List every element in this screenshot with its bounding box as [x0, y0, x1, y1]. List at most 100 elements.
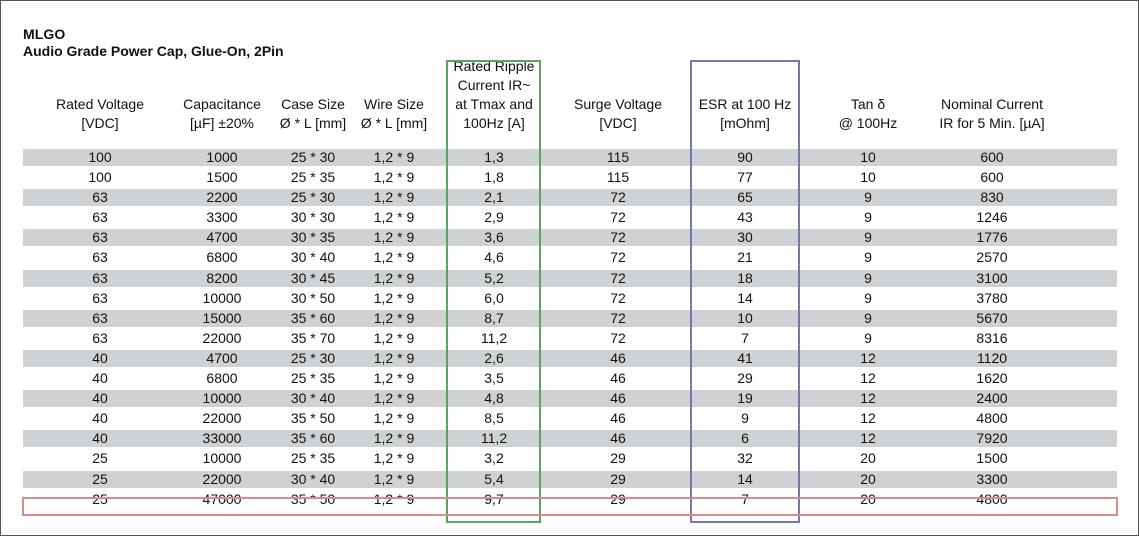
cell-capacitance: 1500	[206, 169, 238, 186]
header-ripple-current-line: Current IR~	[457, 77, 531, 93]
cell-capacitance: 2200	[206, 189, 238, 206]
header-case-size-line: Case Size	[281, 96, 345, 112]
cell-ripple-current: 2,6	[484, 349, 504, 366]
cell-surge-voltage: 46	[610, 430, 626, 447]
header-wire-size-line: Ø * L [mm]	[360, 115, 428, 131]
cell-nominal-current: 3780	[976, 289, 1008, 306]
header-tan-delta: Tan δ @ 100Hz	[803, 67, 933, 147]
table-row: 63 8200 30 * 45 1,2 * 9 5,2 72 18 9 3100	[23, 269, 1117, 287]
cell-capacitance: 8200	[206, 269, 238, 286]
product-subtitle: Audio Grade Power Cap, Glue-On, 2Pin	[23, 43, 284, 59]
cell-esr: 32	[737, 450, 753, 467]
cell-tan-delta: 9	[864, 269, 872, 286]
cell-esr: 7	[741, 490, 749, 507]
table-row: 100 1000 25 * 30 1,2 * 9 1,3 115 90 10 600	[23, 149, 1117, 166]
cell-ripple-current: 9,7	[484, 490, 504, 507]
header-capacitance: Capacitance [µF] ±20%	[157, 67, 287, 147]
cell-rated-voltage: 25	[92, 450, 108, 467]
cell-nominal-current: 3100	[976, 269, 1008, 286]
cell-ripple-current: 8,5	[484, 410, 504, 427]
cell-rated-voltage: 63	[92, 269, 108, 286]
cell-surge-voltage: 72	[610, 189, 626, 206]
cell-capacitance: 22000	[202, 410, 242, 427]
cell-wire-size: 1,2 * 9	[373, 470, 415, 487]
header-nominal-current: Nominal Current IR for 5 Min. [µA]	[927, 67, 1057, 147]
header-tan-delta-line: Tan δ	[850, 96, 886, 112]
cell-esr: 10	[737, 309, 753, 326]
cell-esr: 7	[741, 329, 749, 346]
table-row: 40 4700 25 * 30 1,2 * 9 2,6 46 41 12 1120	[23, 349, 1117, 367]
cell-rated-voltage: 25	[92, 490, 108, 507]
cell-nominal-current: 4800	[976, 410, 1008, 427]
cell-nominal-current: 3300	[976, 470, 1008, 487]
cell-esr: 65	[737, 189, 753, 206]
cell-rated-voltage: 63	[92, 309, 108, 326]
cell-case-size: 25 * 30	[290, 149, 336, 165]
cell-tan-delta: 10	[860, 169, 876, 186]
cell-case-size: 30 * 45	[290, 269, 336, 286]
header-rated-voltage-line: Rated Voltage	[56, 96, 144, 112]
cell-capacitance: 33000	[202, 430, 242, 447]
cell-surge-voltage: 72	[610, 289, 626, 306]
cell-ripple-current: 2,1	[484, 189, 504, 206]
cell-case-size: 30 * 40	[290, 390, 336, 407]
cell-tan-delta: 12	[860, 349, 876, 366]
product-title: MLGO	[23, 26, 66, 42]
cell-tan-delta: 9	[864, 289, 872, 306]
cell-surge-voltage: 72	[610, 229, 626, 246]
cell-esr: 41	[737, 349, 753, 366]
cell-tan-delta: 20	[860, 490, 876, 507]
cell-wire-size: 1,2 * 9	[373, 430, 415, 447]
cell-rated-voltage: 40	[92, 410, 108, 427]
cell-rated-voltage: 63	[92, 289, 108, 306]
header-tan-delta-line: @ 100Hz	[838, 115, 898, 131]
cell-rated-voltage: 63	[92, 189, 108, 206]
cell-rated-voltage: 63	[92, 229, 108, 246]
table-row: 63 15000 35 * 60 1,2 * 9 8,7 72 10 9 5670	[23, 309, 1117, 327]
cell-case-size: 30 * 35	[290, 229, 336, 246]
spec-table-body: 100 1000 25 * 30 1,2 * 9 1,3 115 90 10 600 100 150…	[23, 149, 1117, 511]
cell-tan-delta: 9	[864, 329, 872, 346]
cell-ripple-current: 3,2	[484, 450, 504, 467]
cell-ripple-current: 5,2	[484, 269, 504, 286]
header-wire-size: Wire Size Ø * L [mm]	[329, 67, 459, 147]
cell-capacitance: 22000	[202, 470, 242, 487]
cell-nominal-current: 1620	[976, 370, 1008, 387]
header-surge-voltage-line: Surge Voltage	[574, 96, 662, 112]
table-row: 63 4700 30 * 35 1,2 * 9 3,6 72 30 9 1776	[23, 229, 1117, 247]
cell-nominal-current: 830	[980, 189, 1004, 206]
cell-wire-size: 1,2 * 9	[373, 390, 415, 407]
header-ripple-current-line: Rated Ripple	[453, 58, 535, 74]
table-row: 40 22000 35 * 50 1,2 * 9 8,5 46 9 12 4800	[23, 410, 1117, 427]
cell-capacitance: 10000	[202, 450, 242, 467]
cell-esr: 14	[737, 289, 753, 306]
cell-case-size: 25 * 35	[290, 450, 336, 467]
cell-wire-size: 1,2 * 9	[373, 189, 415, 206]
cell-tan-delta: 9	[864, 189, 872, 206]
cell-capacitance: 1000	[206, 149, 238, 165]
cell-case-size: 30 * 30	[290, 209, 336, 226]
cell-case-size: 30 * 40	[290, 249, 336, 266]
table-row: 25 10000 25 * 35 1,2 * 9 3,2 29 32 20 1500	[23, 450, 1117, 467]
cell-ripple-current: 3,5	[484, 370, 504, 387]
cell-tan-delta: 12	[860, 410, 876, 427]
cell-esr: 30	[737, 229, 753, 246]
cell-tan-delta: 10	[860, 149, 876, 165]
table-row: 63 2200 25 * 30 1,2 * 9 2,1 72 65 9 830	[23, 189, 1117, 207]
cell-esr: 19	[737, 390, 753, 407]
header-case-size: Case Size Ø * L [mm]	[248, 67, 378, 147]
cell-ripple-current: 1,3	[484, 149, 504, 165]
cell-esr: 14	[737, 470, 753, 487]
header-capacitance-line: [µF] ±20%	[190, 115, 254, 131]
cell-case-size: 25 * 35	[290, 169, 336, 186]
cell-rated-voltage: 40	[92, 430, 108, 447]
header-capacitance-line: Capacitance	[183, 96, 261, 112]
cell-capacitance: 4700	[206, 349, 238, 366]
cell-surge-voltage: 29	[610, 490, 626, 507]
cell-case-size: 25 * 30	[290, 189, 336, 206]
header-esr: ESR at 100 Hz [mOhm]	[680, 67, 810, 147]
cell-rated-voltage: 63	[92, 249, 108, 266]
header-rated-voltage: Rated Voltage [VDC]	[35, 67, 165, 147]
cell-nominal-current: 1776	[976, 229, 1008, 246]
cell-wire-size: 1,2 * 9	[373, 450, 415, 467]
